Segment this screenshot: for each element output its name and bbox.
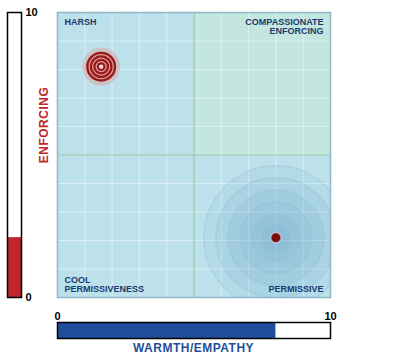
svg-text:COOLPERMISSIVENESS: COOLPERMISSIVENESS: [65, 275, 145, 294]
svg-text:HARSH: HARSH: [65, 17, 97, 27]
html-text:ENFORCING: ENFORCING: [37, 86, 51, 164]
svg-text:COMPASSIONATEENFORCING: COMPASSIONATEENFORCING: [245, 17, 323, 36]
svg-text:0: 0: [54, 310, 60, 322]
svg-text:PERMISSIVE: PERMISSIVE: [268, 284, 323, 294]
svg-text:10: 10: [26, 6, 38, 18]
svg-text:10: 10: [324, 310, 336, 322]
html-text:WARMTH/EMPATHY: WARMTH/EMPATHY: [132, 341, 255, 355]
svg-text:0: 0: [26, 291, 32, 303]
